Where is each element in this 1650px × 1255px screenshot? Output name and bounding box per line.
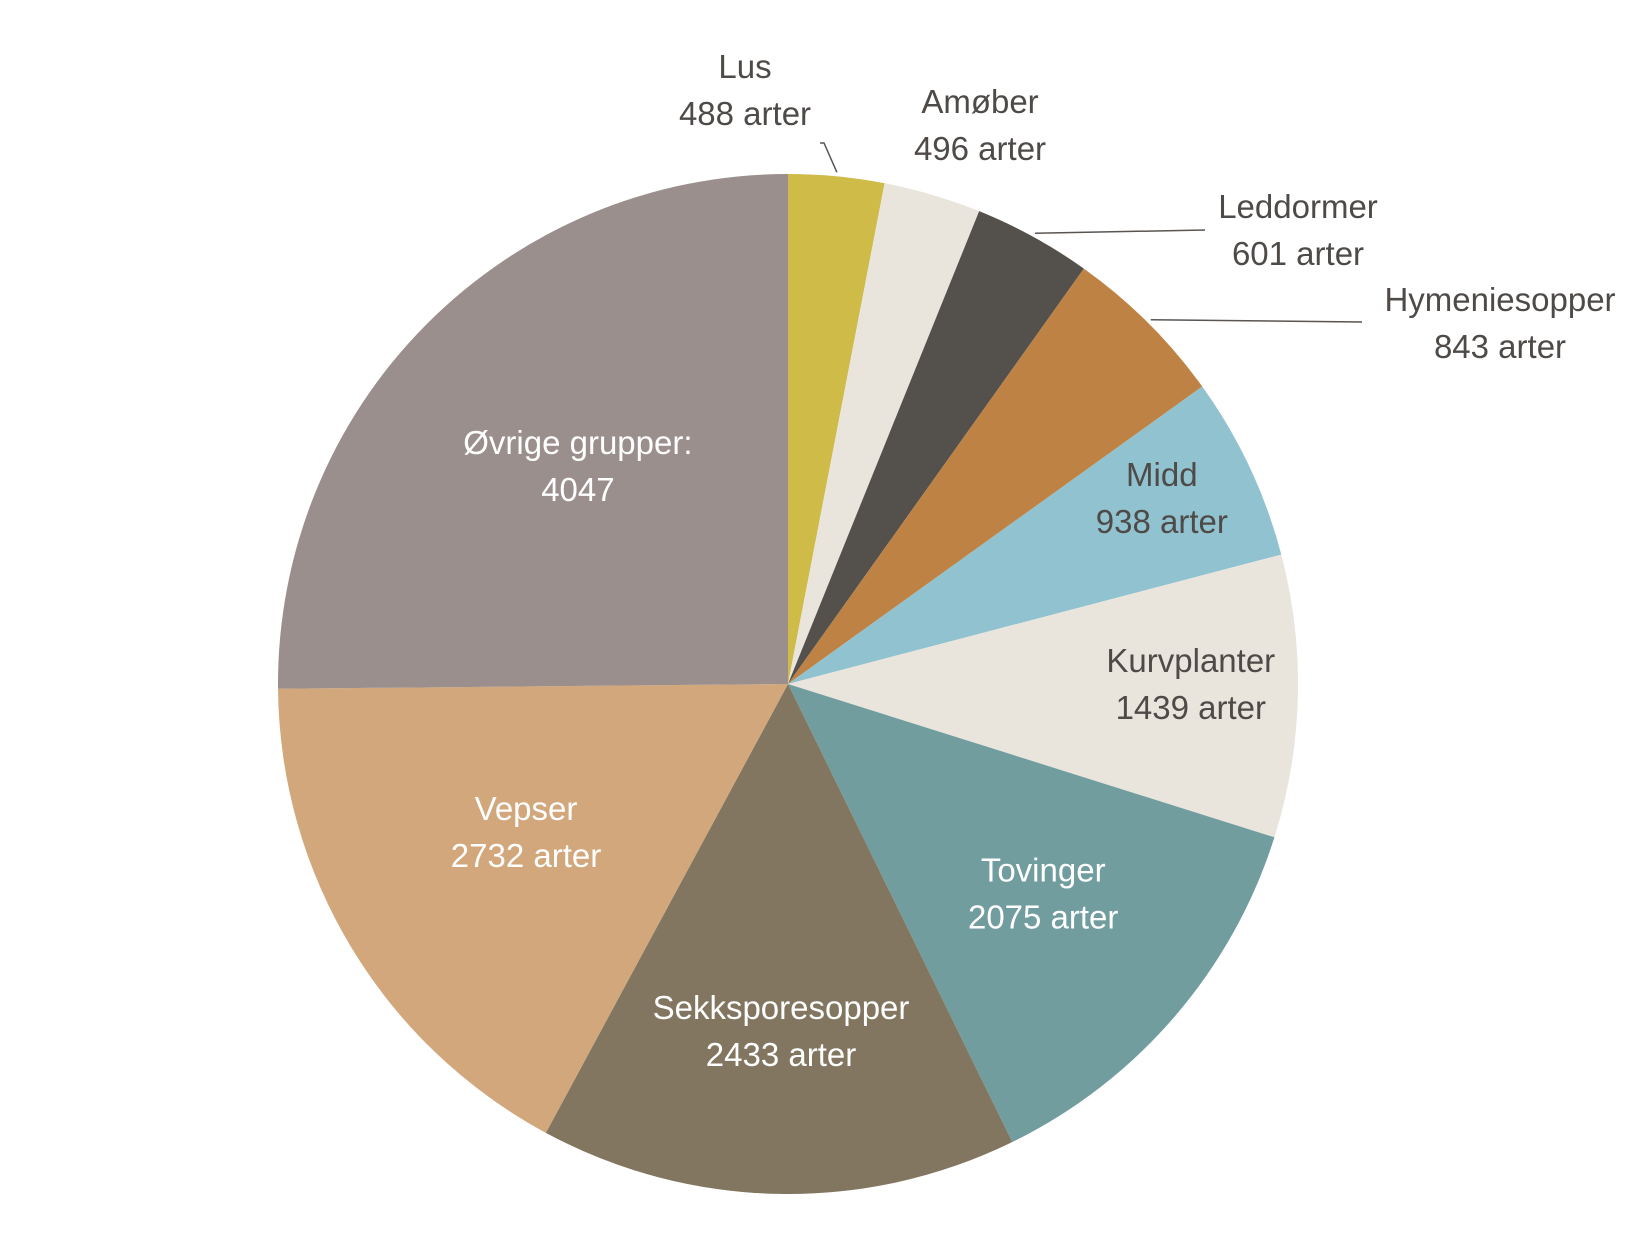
slice-name-midd: Midd [1126,456,1198,493]
slice-label-amober: Amøber 496 arter [914,83,1046,167]
slice-name-kurvplanter: Kurvplanter [1106,642,1275,679]
slice-name-ovrige-grupper: Øvrige grupper: [463,424,692,461]
slice-label-leddormer: Leddormer 601 arter [1218,188,1378,272]
slice-value-ovrige-grupper: 4047 [541,471,614,508]
slice-value-vepser: 2732 arter [451,837,601,874]
slice-name-vepser: Vepser [475,790,578,827]
slice-label-ovrige-grupper: Øvrige grupper: 4047 [463,424,692,508]
slice-label-vepser: Vepser 2732 arter [451,790,601,874]
pie-slice-vepser [278,684,788,1133]
slice-label-lus: Lus 488 arter [679,48,811,132]
slice-label-sekksporesopper: Sekksporesopper 2433 arter [653,989,910,1073]
pie-slices [277,174,1298,1194]
pie-slice-ovrige-grupper [277,174,788,689]
slice-value-midd: 938 arter [1096,503,1228,540]
slice-value-sekksporesopper: 2433 arter [706,1036,856,1073]
slice-labels: Lus 488 arter Amøber 496 arter Leddormer 601 … [451,48,1616,1073]
pie-slice-leddormer [788,211,1084,684]
slice-value-kurvplanter: 1439 arter [1116,689,1266,726]
slice-value-lus: 488 arter [679,95,811,132]
slice-value-amober: 496 arter [914,130,1046,167]
slice-label-tovinger: Tovinger 2075 arter [968,852,1118,936]
pie-slice-hymeniesopper [788,268,1203,684]
slice-name-leddormer: Leddormer [1218,188,1378,225]
leader-lines [820,142,1363,323]
slice-name-hymeniesopper: Hymeniesopper [1384,281,1615,318]
slice-name-tovinger: Tovinger [981,852,1106,889]
slice-label-kurvplanter: Kurvplanter 1439 arter [1106,642,1275,726]
leader-line-hymeniesopper [1150,319,1363,323]
leader-line-leddormer [1035,229,1206,235]
pie-slice-sekksporesopper [545,684,1013,1194]
slice-name-lus: Lus [718,48,771,85]
slice-label-midd: Midd 938 arter [1096,456,1228,540]
pie-slice-tovinger [788,684,1275,1143]
pie-slice-lus [788,174,885,684]
slice-label-hymeniesopper: Hymeniesopper 843 arter [1384,281,1615,365]
pie-slice-amober [788,183,980,685]
slice-value-leddormer: 601 arter [1232,235,1364,272]
slice-value-hymeniesopper: 843 arter [1434,328,1566,365]
leader-line-lus [820,142,838,173]
slice-name-amober: Amøber [921,83,1038,120]
slice-name-sekksporesopper: Sekksporesopper [653,989,910,1026]
pie-slice-midd [788,386,1282,684]
slice-value-tovinger: 2075 arter [968,899,1118,936]
pie-slice-kurvplanter [788,554,1298,838]
